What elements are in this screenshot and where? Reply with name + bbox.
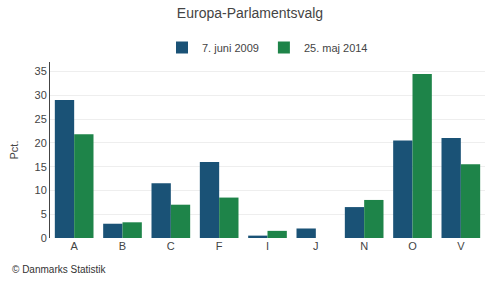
svg-text:© Danmarks Statistik: © Danmarks Statistik (12, 264, 107, 275)
svg-text:30: 30 (35, 89, 47, 101)
svg-text:15: 15 (35, 161, 47, 173)
svg-text:Pct.: Pct. (8, 141, 20, 160)
svg-text:A: A (70, 240, 78, 252)
svg-text:B: B (119, 240, 126, 252)
svg-text:N: N (360, 240, 368, 252)
svg-text:O: O (408, 240, 417, 252)
svg-text:20: 20 (35, 137, 47, 149)
svg-text:J: J (313, 240, 319, 252)
svg-text:V: V (457, 240, 465, 252)
svg-text:0: 0 (41, 232, 47, 244)
svg-text:25. maj 2014: 25. maj 2014 (304, 42, 368, 54)
svg-text:7. juni 2009: 7. juni 2009 (202, 42, 259, 54)
svg-text:10: 10 (35, 184, 47, 196)
svg-text:25: 25 (35, 113, 47, 125)
svg-text:35: 35 (35, 65, 47, 77)
svg-text:I: I (266, 240, 269, 252)
svg-text:Europa-Parlamentsvalg: Europa-Parlamentsvalg (177, 5, 323, 21)
svg-text:5: 5 (41, 208, 47, 220)
svg-text:F: F (216, 240, 223, 252)
svg-text:C: C (167, 240, 175, 252)
